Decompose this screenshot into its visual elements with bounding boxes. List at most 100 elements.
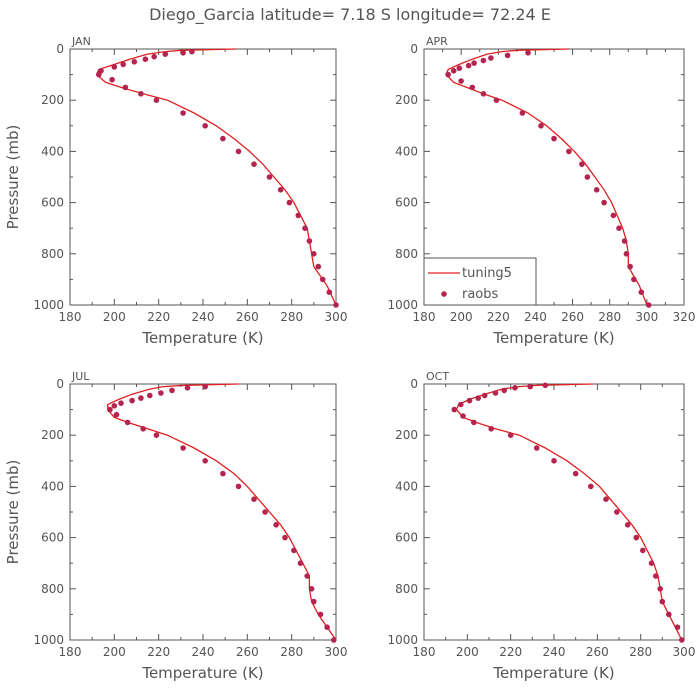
y-tick-label: 200 (395, 428, 418, 442)
month-label: JUL (71, 370, 90, 383)
raobs-point (533, 445, 540, 451)
raobs-point (458, 401, 464, 408)
raobs-point (153, 432, 160, 439)
raobs-point (107, 406, 113, 413)
raobs-point (601, 199, 607, 206)
raobs-point (311, 598, 317, 605)
y-tick-label: 400 (395, 479, 418, 493)
x-tick-label: 180 (59, 310, 82, 324)
raobs-point (315, 263, 322, 270)
raobs-point (623, 251, 630, 257)
raobs-point (180, 110, 186, 116)
model-line-tuning5 (95, 48, 337, 306)
x-tick-label: 240 (192, 310, 215, 324)
raobs-point (131, 59, 138, 65)
raobs-point (525, 50, 531, 56)
raobs-point (512, 385, 518, 391)
raobs-point (308, 586, 315, 592)
panel-oct: 180 200 220 240 260 280 300 0 200 400 600 800 1000 OC… (387, 370, 695, 682)
raobs-point (277, 187, 284, 193)
x-axis-label: Temperature (K) (141, 664, 263, 682)
raobs-point (674, 624, 681, 630)
raobs-point (584, 174, 591, 180)
x-tick-label: 180 (413, 310, 436, 324)
raobs-point (297, 560, 304, 566)
raobs-point (451, 406, 458, 413)
raobs-point (129, 397, 135, 404)
x-tick-label: 240 (543, 645, 566, 659)
x-tick-label: 200 (103, 645, 126, 659)
x-tick-label: 260 (561, 310, 584, 324)
raobs-point (189, 48, 195, 55)
raobs-point (266, 174, 273, 180)
raobs-point (633, 534, 640, 541)
y-tick-label: 0 (410, 377, 418, 391)
x-tick-label: 280 (280, 645, 303, 659)
raobs-point (317, 611, 324, 618)
x-tick-label: 300 (673, 645, 696, 659)
raobs-point (519, 110, 526, 116)
raobs-point (593, 187, 600, 193)
raobs-point (311, 251, 317, 257)
raobs-point (162, 51, 169, 57)
y-tick-label: 1000 (33, 298, 64, 312)
raobs-point (603, 496, 609, 503)
raobs-point (653, 573, 659, 579)
x-tick-label: 260 (586, 645, 609, 659)
raobs-point (480, 91, 487, 97)
y-tick-label: 600 (395, 196, 418, 210)
raobs-point (465, 62, 472, 69)
plot-frame-jul (69, 383, 337, 641)
raobs-point (458, 78, 464, 84)
raobs-point (507, 432, 514, 439)
raobs-point (488, 426, 495, 432)
raobs-point (624, 522, 631, 528)
x-tick-label: 240 (192, 645, 215, 659)
x-tick-label: 240 (524, 310, 547, 324)
raobs-point (445, 71, 451, 78)
raobs-point (306, 238, 313, 244)
model-line-tuning5 (455, 383, 683, 641)
legend-box (423, 257, 537, 306)
month-label: APR (426, 35, 448, 48)
raobs-point (220, 470, 226, 477)
raobs-point (501, 387, 508, 394)
y-axis-label: Pressure (mb) (4, 460, 22, 565)
raobs-point (324, 624, 330, 630)
legend-marker-swatch (441, 291, 447, 297)
raobs-point (475, 395, 482, 401)
raobs-point (262, 509, 268, 515)
raobs-point (118, 400, 124, 407)
raobs-point (158, 390, 164, 396)
raobs-point (304, 573, 311, 579)
legend-label-tuning5: tuning5 (462, 266, 512, 281)
raobs-point (638, 289, 645, 296)
raobs-point (679, 637, 685, 643)
raobs-point (295, 212, 302, 219)
raobs-point (111, 64, 118, 70)
raobs-point (235, 148, 242, 155)
raobs-point (184, 385, 191, 391)
raobs-point (326, 289, 333, 296)
raobs-point (291, 547, 297, 554)
raobs-point (450, 68, 457, 74)
raobs-point (151, 53, 157, 60)
raobs-point (640, 547, 646, 554)
raobs-point (202, 123, 208, 129)
x-tick-label: 320 (673, 310, 696, 324)
raobs-point (331, 637, 337, 643)
raobs-point (614, 509, 620, 515)
raobs-point (466, 397, 473, 404)
raobs-point (657, 586, 663, 592)
raobs-point (96, 71, 102, 78)
y-tick-label: 0 (410, 42, 418, 56)
x-axis-label: Temperature (K) (141, 329, 263, 347)
model-line-tuning5 (107, 383, 337, 641)
raobs-point (138, 91, 144, 97)
raobs-point (122, 84, 129, 91)
x-tick-label: 200 (456, 645, 479, 659)
raobs-point (142, 56, 149, 62)
raobs-point (471, 419, 477, 426)
x-tick-label: 220 (487, 310, 510, 324)
